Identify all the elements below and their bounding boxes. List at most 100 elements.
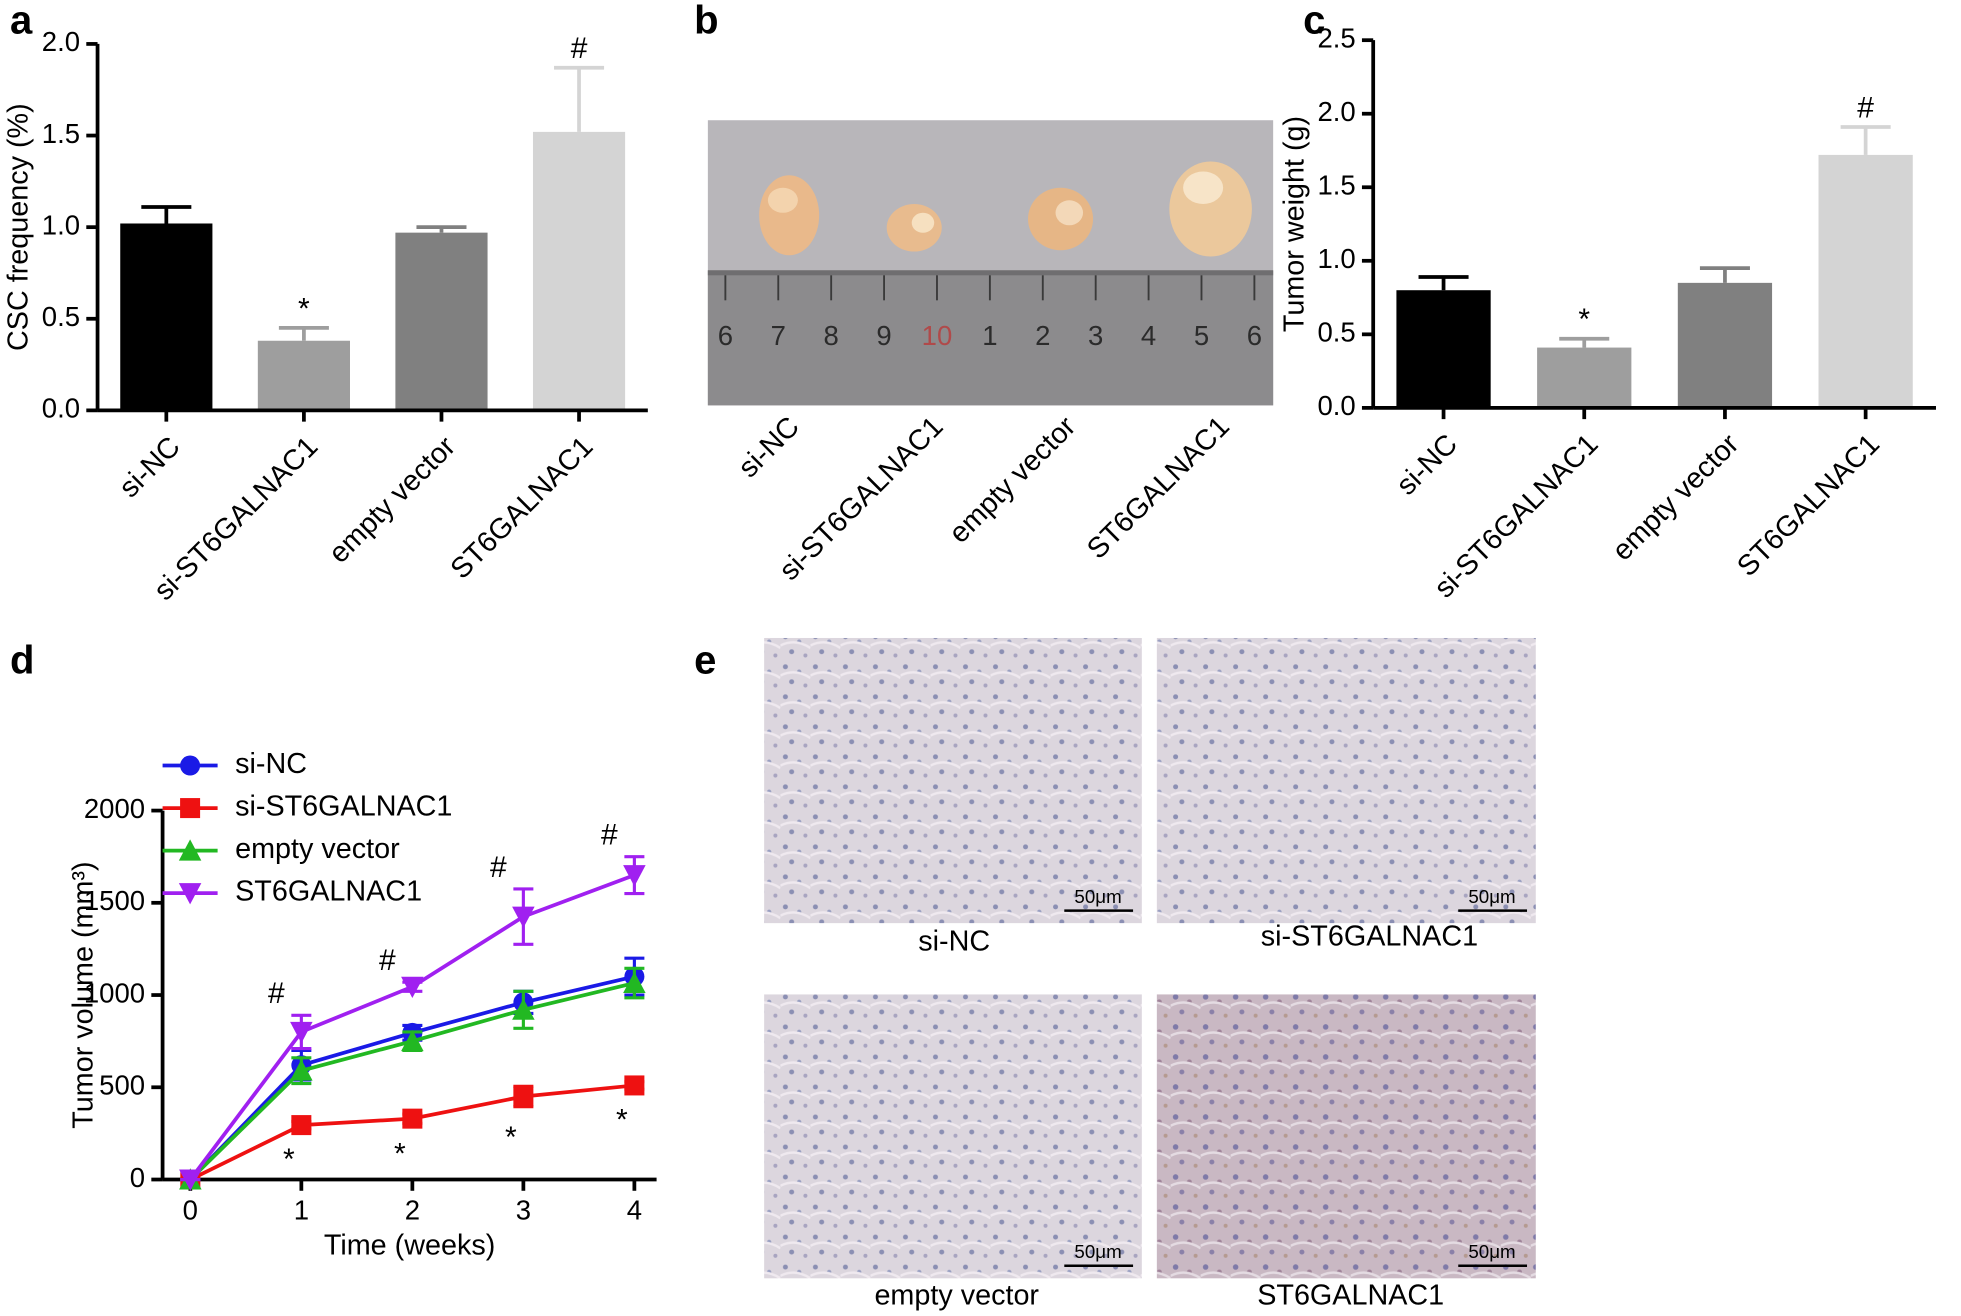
- photo-label: empty vector: [874, 1280, 1039, 1312]
- y-tick-label: 2.0: [42, 26, 80, 57]
- y-tick-label: 2.5: [1317, 22, 1355, 53]
- photo-label: si-ST6GALNAC1: [1261, 921, 1478, 953]
- ruler-number: 6: [1247, 320, 1262, 351]
- marker: [291, 1115, 312, 1136]
- marker: [180, 755, 201, 776]
- scale-bar-label: 50μm: [1468, 1241, 1515, 1262]
- annotation: *: [1578, 303, 1590, 336]
- y-tick-label: 1.5: [1317, 170, 1355, 201]
- photo-label: empty vector: [943, 410, 1082, 549]
- legend-label: empty vector: [235, 833, 400, 865]
- panel-letter: e: [694, 639, 716, 683]
- bar: [395, 232, 488, 411]
- bar: [1396, 290, 1491, 408]
- ruler-number: 7: [771, 320, 786, 351]
- marker: [512, 998, 535, 1020]
- marker: [513, 1086, 534, 1107]
- photo-label: ST6GALNAC1: [1081, 411, 1236, 566]
- ruler-number: 8: [824, 320, 839, 351]
- x-tick-label: empty vector: [323, 430, 462, 569]
- bar: [1818, 154, 1913, 408]
- marker: [402, 1108, 423, 1129]
- marker: [178, 883, 202, 905]
- annotation: *: [298, 292, 310, 325]
- annotation: #: [268, 977, 285, 1010]
- y-tick-label: 0.0: [1317, 390, 1355, 421]
- bar: [120, 223, 213, 411]
- annotation: #: [601, 819, 618, 852]
- x-tick-label: 2: [405, 1194, 420, 1225]
- photo-label: si-NC: [732, 411, 805, 484]
- legend-label: si-NC: [235, 748, 307, 780]
- annotation: *: [394, 1138, 406, 1171]
- annotation: *: [505, 1121, 517, 1154]
- marker: [178, 839, 202, 861]
- panel-letter: b: [694, 0, 718, 42]
- y-tick-label: 0.5: [1317, 317, 1355, 348]
- y-tick-label: 2000: [84, 793, 145, 824]
- scale-bar-label: 50μm: [1074, 886, 1121, 907]
- marker: [624, 1075, 645, 1096]
- marker: [623, 865, 646, 887]
- y-tick-label: 0.5: [42, 301, 80, 332]
- ruler-number: 9: [876, 320, 891, 351]
- marker: [179, 1169, 202, 1191]
- ruler-number: 10: [922, 320, 953, 351]
- annotation: *: [283, 1143, 295, 1176]
- x-axis-label: Time (weeks): [324, 1230, 495, 1262]
- x-tick-label: si-NC: [1390, 428, 1463, 501]
- tumor-photo: [707, 120, 1274, 406]
- marker: [290, 1059, 313, 1081]
- y-tick-label: 1.5: [42, 118, 80, 149]
- bar: [1677, 282, 1773, 408]
- ruler-number: 6: [718, 320, 733, 351]
- micrograph: [764, 994, 1142, 1279]
- x-tick-label: ST6GALNAC1: [1731, 428, 1886, 583]
- annotation: #: [1857, 91, 1874, 124]
- micrograph: [1156, 994, 1536, 1279]
- x-tick-label: ST6GALNAC1: [445, 431, 600, 586]
- y-tick-label: 1000: [84, 977, 145, 1008]
- series-line: [189, 981, 635, 1181]
- marker: [401, 976, 424, 999]
- y-tick-label: 1.0: [1317, 243, 1355, 274]
- y-axis-label: CSC frequency (%): [3, 103, 35, 351]
- ruler-number: 3: [1088, 320, 1103, 351]
- x-tick-label: 1: [294, 1194, 309, 1225]
- scale-bars: [1064, 909, 1528, 1268]
- panel-letter: d: [10, 639, 34, 683]
- ruler-number: 1: [982, 320, 997, 351]
- ruler-number: 5: [1194, 320, 1209, 351]
- x-tick-label: 0: [183, 1194, 198, 1225]
- y-tick-label: 500: [99, 1070, 145, 1101]
- y-axis-label: Tumor weight (g): [1278, 116, 1310, 332]
- series-line: [189, 1083, 635, 1182]
- x-tick-label: empty vector: [1606, 428, 1745, 567]
- y-tick-label: 1500: [84, 885, 145, 916]
- marker: [290, 1021, 313, 1044]
- y-axis-label: Tumor volume (mm³): [68, 861, 100, 1128]
- annotation: #: [490, 851, 507, 884]
- photo-label: ST6GALNAC1: [1257, 1280, 1444, 1312]
- marker: [623, 971, 646, 994]
- bar: [532, 131, 626, 411]
- photo-label: si-NC: [918, 926, 990, 958]
- micrograph: [764, 637, 1142, 924]
- annotation: *: [616, 1104, 628, 1137]
- bar: [257, 340, 350, 411]
- panel-letter: a: [10, 0, 33, 42]
- x-tick-label: 3: [516, 1194, 531, 1225]
- y-tick-label: 0.0: [42, 393, 80, 424]
- y-tick-label: 1.0: [42, 209, 80, 240]
- marker: [180, 798, 201, 819]
- panel-letter: c: [1303, 0, 1325, 42]
- legend-label: si-ST6GALNAC1: [235, 791, 452, 823]
- marker: [512, 906, 535, 928]
- y-tick-label: 2.0: [1317, 96, 1355, 127]
- bar: [1537, 347, 1632, 408]
- ruler-number: 2: [1035, 320, 1050, 351]
- legend-label: ST6GALNAC1: [235, 876, 422, 908]
- annotation: #: [571, 32, 588, 65]
- scale-bar-label: 50μm: [1074, 1241, 1121, 1262]
